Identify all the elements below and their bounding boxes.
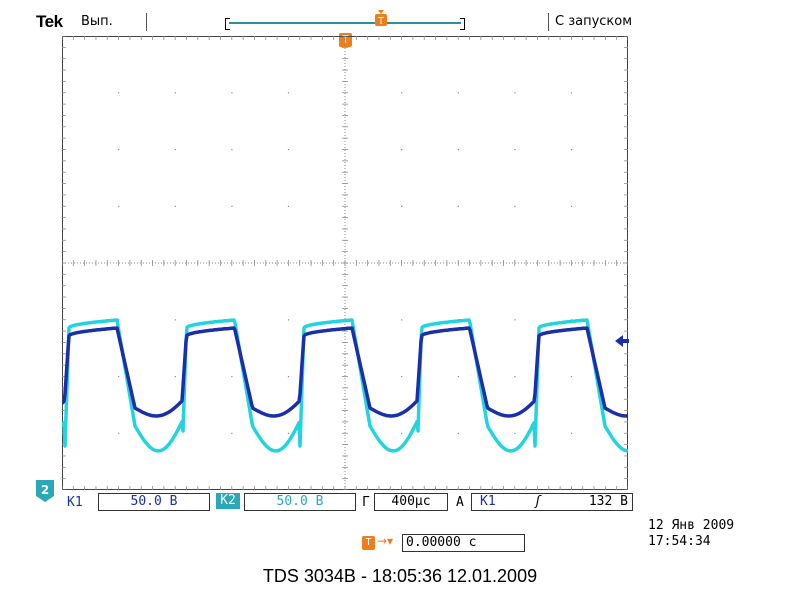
timebase-label: Г bbox=[362, 495, 370, 510]
trigger-status: С запуском bbox=[555, 14, 633, 29]
grid-dot bbox=[231, 205, 233, 207]
trigger-icon: T bbox=[362, 536, 375, 550]
grid-dot bbox=[401, 319, 403, 321]
grid-dot bbox=[457, 432, 459, 434]
divider bbox=[548, 13, 549, 31]
time: 17:54:34 bbox=[648, 534, 711, 549]
grid-dot bbox=[401, 149, 403, 151]
ch1-waveform bbox=[62, 326, 628, 418]
grid-dot bbox=[231, 432, 233, 434]
grid-dot bbox=[287, 319, 290, 321]
timestamp: 12 Янв 2009 17:54:34 bbox=[648, 518, 734, 550]
grid-dot bbox=[457, 149, 459, 151]
grid-dot bbox=[457, 376, 459, 378]
grid-dot bbox=[570, 92, 573, 94]
brand-logo: Tek bbox=[36, 12, 63, 31]
timebase-value: 400μс bbox=[374, 493, 448, 511]
ch2-ground-marker: 2 bbox=[36, 480, 54, 502]
grid-dot bbox=[174, 92, 176, 94]
channel-readout-bar: K1 50.0 В K2 50.0 В Г 400μс A K1 ʃ 132 В bbox=[62, 492, 633, 512]
grid-dot bbox=[231, 149, 233, 151]
grid-dot bbox=[287, 92, 290, 94]
grid-dot bbox=[401, 376, 403, 378]
record-right-bracket bbox=[460, 18, 465, 30]
ch1-label: K1 bbox=[67, 495, 83, 510]
grid-dot bbox=[401, 205, 403, 207]
grid-dot bbox=[174, 376, 176, 378]
grid-dot bbox=[287, 149, 290, 151]
grid-dot bbox=[287, 376, 290, 378]
status-bar: Tek Вып. T С запуском bbox=[36, 10, 656, 34]
grid-dot bbox=[174, 319, 176, 321]
grid-dot bbox=[570, 149, 573, 151]
ch2-scale: 50.0 В bbox=[244, 493, 356, 511]
ch2-label: K2 bbox=[216, 493, 240, 509]
grid-dot bbox=[401, 92, 403, 94]
grid-dot bbox=[118, 205, 120, 207]
grid-dot bbox=[174, 205, 176, 207]
grid-dot bbox=[401, 432, 403, 434]
trigger-readout: K1 ʃ 132 В bbox=[471, 493, 633, 511]
run-state: Вып. bbox=[81, 14, 113, 29]
graticule bbox=[62, 36, 628, 490]
grid-dot bbox=[287, 205, 290, 207]
grid-dot bbox=[514, 149, 516, 151]
record-position-bar bbox=[225, 18, 465, 30]
ch2-waveform bbox=[62, 318, 628, 453]
grid-dot bbox=[457, 205, 459, 207]
grid-dot bbox=[118, 149, 120, 151]
trigger-source: K1 bbox=[480, 494, 496, 509]
ch1-scale: 50.0 В bbox=[98, 493, 210, 511]
acquisition-label: A bbox=[456, 495, 464, 510]
grid-dot bbox=[287, 432, 290, 434]
svg-text:T: T bbox=[378, 16, 384, 26]
grid-dot bbox=[514, 319, 516, 321]
grid-dot bbox=[118, 432, 120, 434]
grid-dot bbox=[514, 432, 516, 434]
grid-dot bbox=[174, 149, 176, 151]
trigger-position-icon: T bbox=[375, 10, 387, 26]
trigger-position-value: 0.00000 с bbox=[402, 534, 525, 552]
record-line bbox=[229, 22, 461, 24]
trigger-level: 132 В bbox=[588, 494, 628, 509]
divider bbox=[146, 13, 147, 31]
screenshot-caption: TDS 3034B - 18:05:36 12.01.2009 bbox=[262, 566, 538, 586]
grid-dot bbox=[570, 376, 573, 378]
grid-dot bbox=[231, 92, 233, 94]
record-left-bracket bbox=[225, 18, 230, 30]
grid-dot bbox=[118, 92, 120, 94]
grid-dot bbox=[570, 432, 573, 434]
grid-dot bbox=[457, 92, 459, 94]
ground-marker-label: 2 bbox=[41, 483, 49, 497]
grid-dot bbox=[570, 205, 573, 207]
grid-dot bbox=[514, 376, 516, 378]
date: 12 Янв 2009 bbox=[648, 518, 735, 533]
grid-dot bbox=[514, 205, 516, 207]
grid-dot bbox=[118, 376, 120, 378]
waveform-display bbox=[62, 36, 628, 490]
trigger-level-arrow-icon bbox=[615, 335, 629, 347]
trigger-slope-icon: ʃ bbox=[534, 494, 542, 509]
arrow-icon: →▾ bbox=[377, 534, 394, 548]
grid-dot bbox=[231, 376, 233, 378]
grid-dot bbox=[514, 92, 516, 94]
